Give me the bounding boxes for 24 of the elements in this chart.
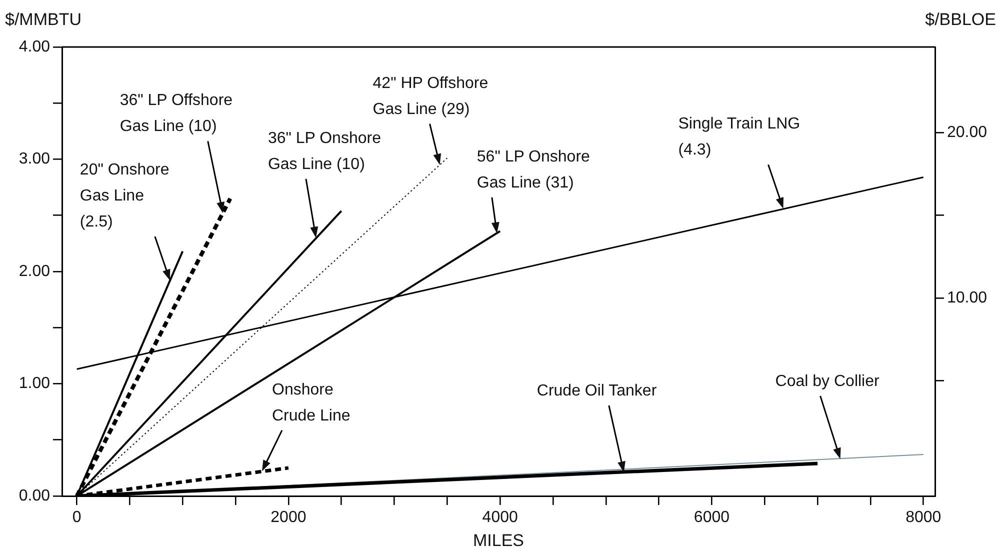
x-tick-label: 6000 [694,509,730,526]
y-tick-label: 2.00 [18,262,50,280]
annotation: 56" LP Onshore Gas Line (31) [476,148,590,192]
y2-axis-title: $/BBLOE [925,10,996,29]
annotation: 36" LP Onshore Gas Line (10) [268,130,382,173]
x-tick-label: 8000 [906,509,942,526]
y-tick-label: 0.00 [18,487,50,504]
x-tick-label: 2000 [270,509,306,526]
annotation: Crude Oil Tanker [536,382,658,400]
x-tick-label: 0 [72,509,82,526]
annotation: Onshore Crude Line [272,381,350,424]
x-axis-title: MILES [472,531,524,550]
y-tick-label: 4.00 [18,38,50,56]
x-tick-label: 4000 [482,509,518,526]
y-axis-title: $/MMBTU [5,10,82,29]
y2-tick-label: 20.00 [947,124,988,142]
annotation: 36" LP Offshore Gas Line (10) [120,92,233,136]
annotation: Single Train LNG (4.3) [678,116,800,159]
y-tick-label: 1.00 [18,375,50,392]
y2-tick-label: 10.00 [947,289,988,306]
annotation: 42" HP Offshore Gas Line (29) [372,74,488,118]
y-tick-label: 3.00 [18,150,50,168]
annotation: 20" Onshore Gas Line (2.5) [80,161,170,230]
annotation: Coal by Collier [775,372,880,390]
